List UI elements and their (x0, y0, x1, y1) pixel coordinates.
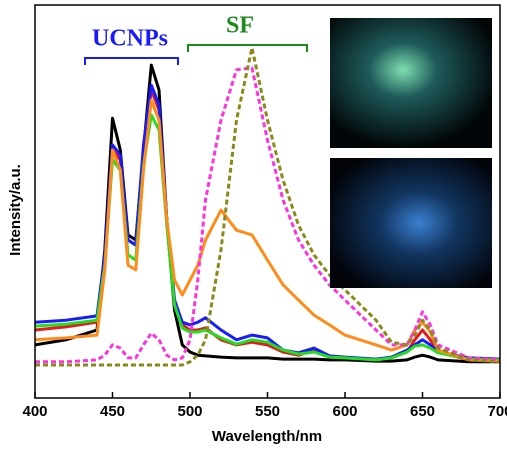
series-line (35, 46, 501, 367)
x-tick-label: 600 (332, 403, 357, 420)
x-tick-label: 700 (487, 403, 507, 420)
x-tick-label: 400 (22, 403, 47, 420)
ucnps-bracket (84, 57, 179, 65)
x-tick-label: 650 (410, 403, 435, 420)
inset-image (330, 18, 492, 148)
sf-bracket (187, 44, 308, 52)
x-tick-label: 550 (255, 403, 280, 420)
x-axis-label: Wavelength/nm (212, 428, 322, 445)
annotation: SF (226, 13, 254, 39)
inset-image (330, 158, 492, 288)
x-tick-label: 500 (177, 403, 202, 420)
annotation: UCNPs (92, 26, 168, 52)
y-axis-label: Intensity/a.u. (7, 164, 24, 256)
x-tick-label: 450 (100, 403, 125, 420)
